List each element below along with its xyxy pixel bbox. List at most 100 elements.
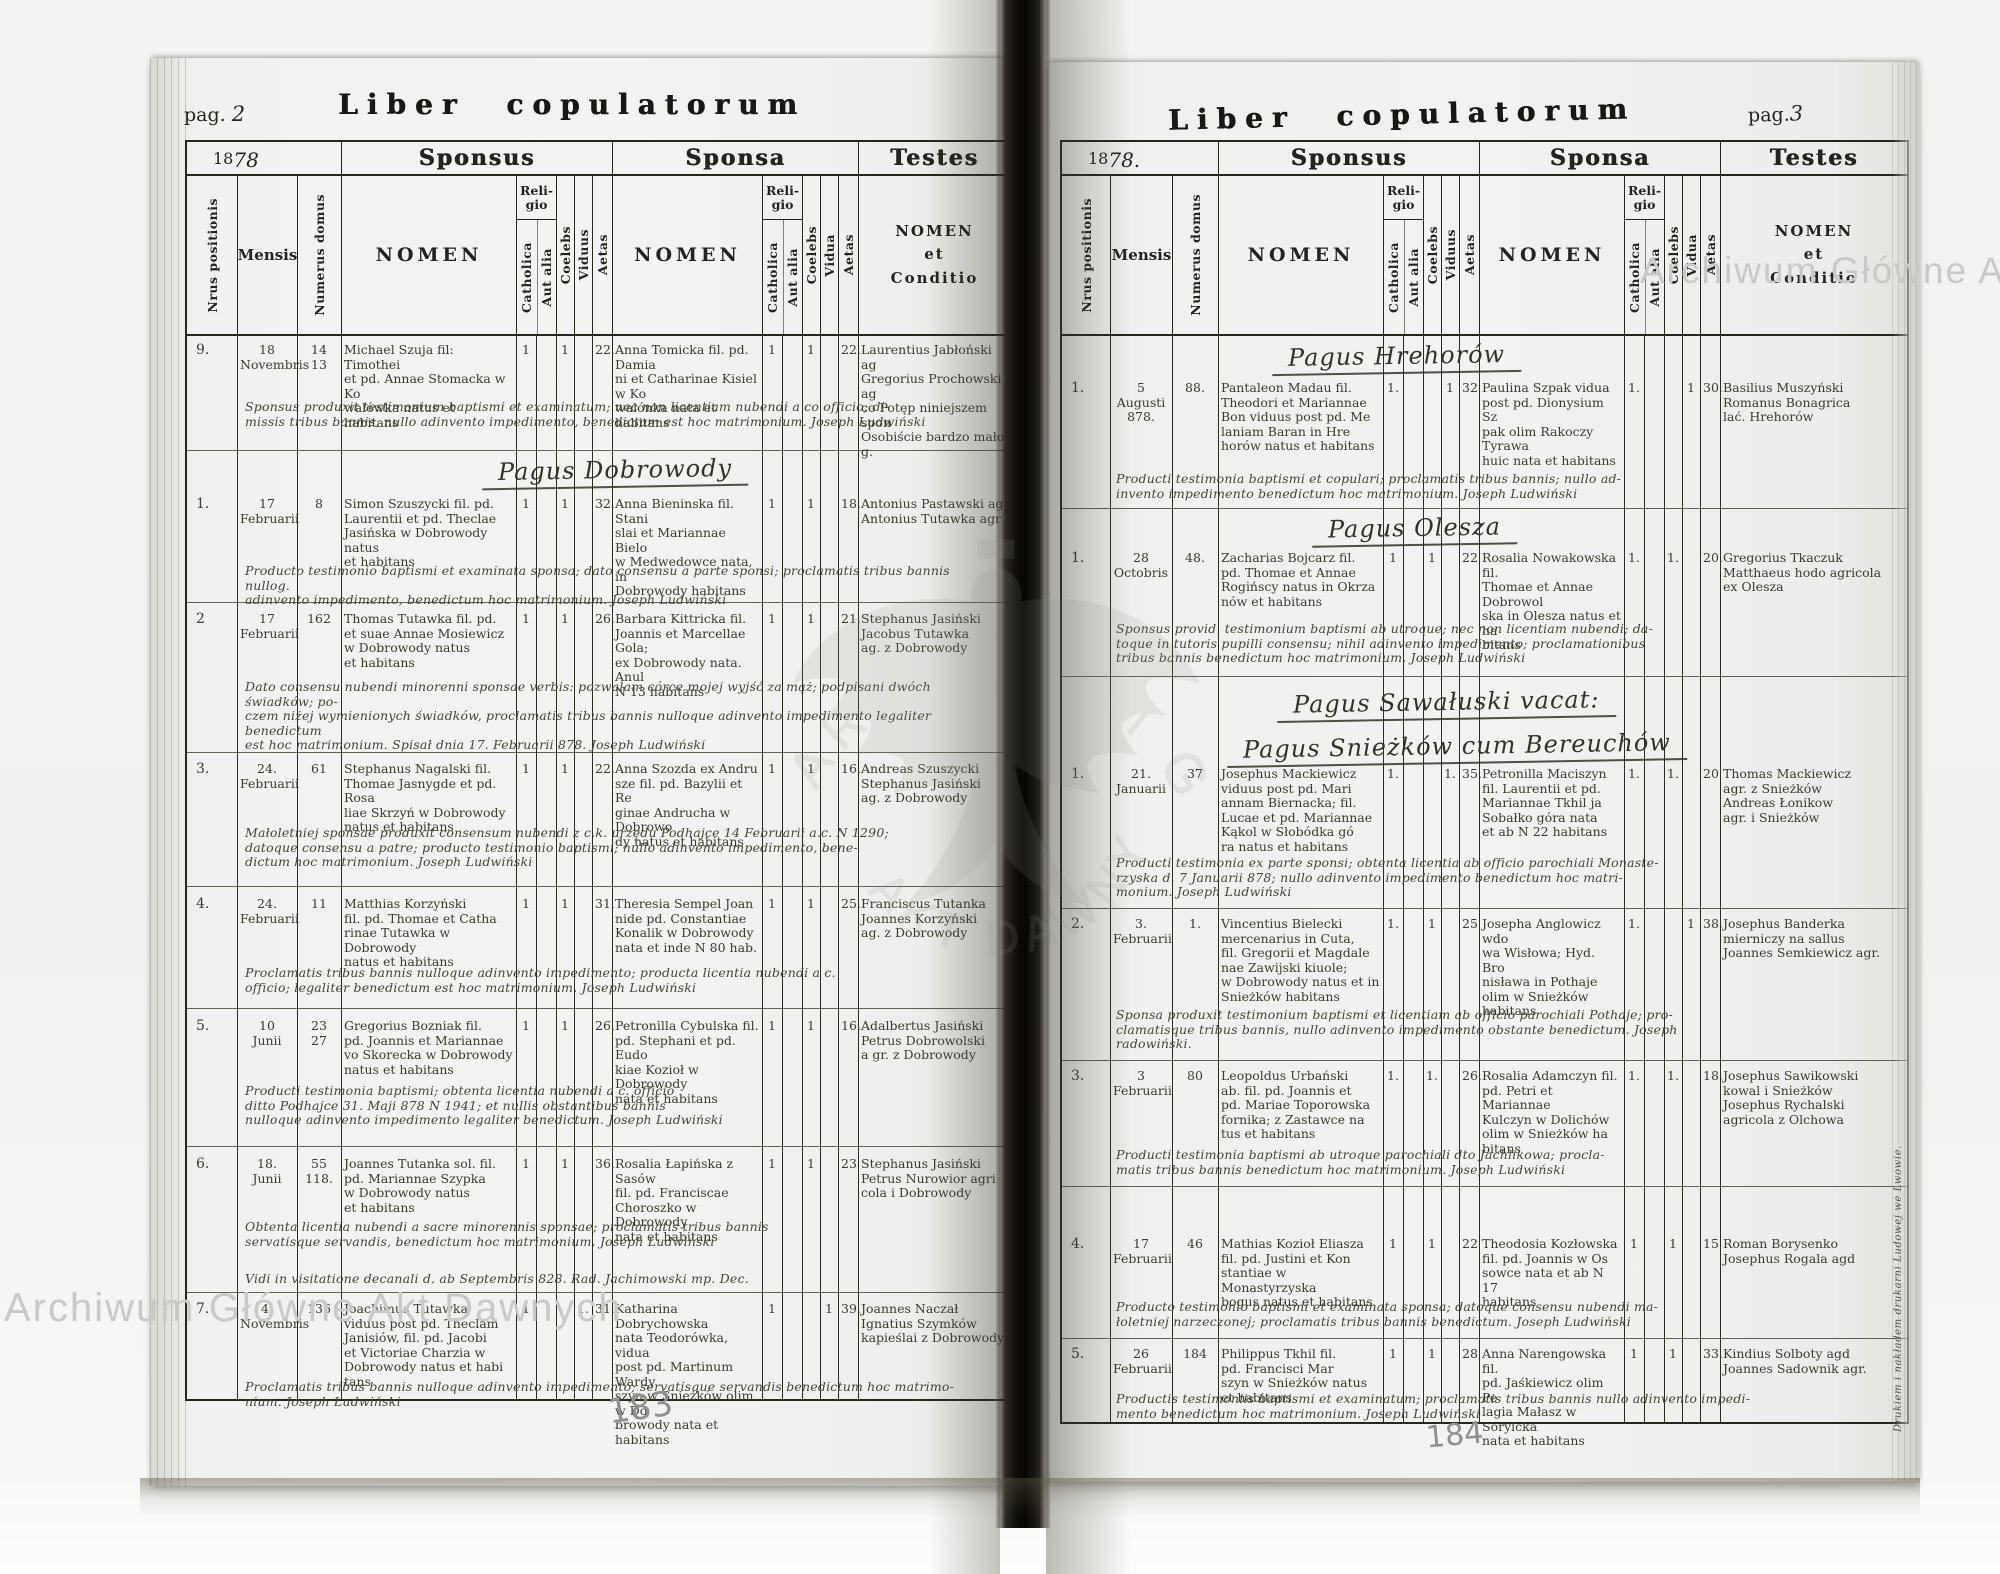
entry-domus: 136: [307, 1301, 331, 1316]
sponsa-aetas: 15: [1703, 1236, 1719, 1251]
entry-nr: 2: [196, 611, 205, 627]
book-binding: [996, 0, 1050, 1528]
entry-mensis: 18 Novembris: [240, 342, 310, 372]
entry-note: Dato consensu nubendi minorenni sponsae …: [245, 679, 932, 752]
sponsus-catholica: 1: [522, 761, 530, 776]
sponsa-coelebs: 1.: [1667, 766, 1679, 781]
sponsa-coelebs: 1: [807, 342, 815, 357]
sponsus-name: Joannes Tutanka sol. fil. pd. Mariannae …: [344, 1156, 496, 1215]
sponsus-aetas: 22.: [595, 342, 615, 357]
sponsa-vidua: [820, 896, 838, 971]
sponsa-aetas: 30.: [1703, 380, 1723, 395]
testes-names: Adalbertus Jasiński Petrus Dobrowolski a…: [861, 1018, 985, 1062]
sponsa-aetas: 33.: [1703, 1346, 1723, 1361]
col-aut-alia: Aut alia: [1647, 247, 1663, 307]
pagus-heading: Pagus Dobrowody: [481, 453, 749, 491]
sponsus-name: Leopoldus Urbański ab. fil. pd. Joannis …: [1221, 1068, 1371, 1141]
table-body-right: Pagus Hrehorów 1.5 Augusti 878.88.Pantal…: [1062, 336, 1907, 1448]
sponsa-header: Sponsa: [1479, 142, 1720, 174]
sponsus-name: Simon Szuszycki fil. pd. Laurentii et pd…: [344, 496, 497, 569]
religio-group-sponsa: Reli- gio Catholica Aut alia: [762, 176, 802, 334]
sponsa-catholica: 1.: [1628, 916, 1640, 931]
register-entry: 2.3. Februarii 1. Vincentius Bielecki merc…: [1062, 916, 1907, 1020]
sponsa-coelebs: 1: [807, 611, 815, 626]
sponsa-catholica: 1: [768, 761, 776, 776]
sponsus-catholica: 1: [522, 611, 530, 626]
religio-group-sponsus: Reli- gio Catholica Aut alia: [1383, 176, 1423, 334]
sponsus-aetas: 31.: [595, 1301, 615, 1316]
testes-names: Roman Borysenko Josephus Rogala agd: [1723, 1236, 1856, 1266]
col-catholica: Catholica: [765, 241, 781, 313]
entry-domus: 1.: [1189, 916, 1201, 931]
testes-header: Testes: [858, 142, 1010, 174]
gutter-shadow-left: [928, 0, 1000, 1574]
entry-domus: 46: [1187, 1236, 1203, 1251]
col-mensis: Mensis: [237, 176, 297, 334]
sponsa-name: Theodosia Kozłowska fil. pd. Joannis w O…: [1482, 1236, 1618, 1309]
col-vidua: Vidua: [1684, 233, 1699, 277]
entry-nr: 1.: [1062, 380, 1110, 469]
sponsa-name: Anna Tomicka fil. pd. Damia ni et Cathar…: [615, 342, 757, 430]
register-entry: 5.26 Februarii 184 Philippus Tkhil fil. pd…: [1062, 1346, 1907, 1450]
sponsa-catholica: 1: [768, 1018, 776, 1033]
col-religio: Reli- gio: [517, 176, 556, 220]
entry-note: Producti testimonia baptismi et copulari…: [1116, 471, 1622, 501]
entry-nr: 1.: [196, 496, 210, 512]
entry-nr: 2.: [1062, 916, 1110, 1020]
sponsus-catholica: 1.: [1387, 916, 1399, 931]
testes-names: Stephanus Jasiński Petrus Nurowior agri …: [861, 1156, 996, 1200]
sponsa-vidua: 1: [825, 1301, 833, 1316]
col-testes-nomen-et-conditio: NOMEN et Conditio: [858, 176, 1010, 334]
register-entry: 2 17 Februarii 162 Thomas Tutawka fil. pd. …: [187, 611, 1010, 700]
sponsa-aetas: 18.: [1703, 1068, 1723, 1083]
col-testes-nomen-et-conditio: NOMEN et Conditio: [1720, 176, 1907, 334]
sponsus-aetas: 31.: [595, 896, 615, 911]
sponsus-catholica: 1.: [1387, 380, 1399, 395]
sponsa-catholica: 1.: [1628, 550, 1640, 565]
sponsa-coelebs: 1.: [1667, 1068, 1679, 1083]
entry-domus: 8: [315, 496, 323, 511]
col-nomen-sponsus: NOMEN: [1218, 176, 1383, 334]
sponsus-aetas: 22: [1462, 550, 1478, 565]
entry-note: Producti testimonia ex parte sponsi; obt…: [1116, 855, 1659, 899]
sponsa-name: Anna Bieninska fil. Stani slai et Marian…: [615, 496, 753, 598]
testes-names: Gregorius Tkaczuk Matthaeus hodo agricol…: [1723, 550, 1882, 594]
sponsa-aetas: 39.: [841, 1301, 861, 1316]
sponsa-aetas: 18.: [841, 496, 861, 511]
sponsa-catholica: 1: [1630, 1236, 1638, 1251]
testes-names: Joannes Naczał Ignatius Szymków kapieśla…: [861, 1301, 1004, 1345]
pag-written: 3: [1789, 101, 1804, 126]
left-page: pag. 2 Liber copulatorum 18 78 Sponsus Sp…: [150, 58, 1012, 1486]
table-body-left: 9. 18 Novembris 14 13 Michael Szuja fil: Ti…: [187, 336, 1010, 1446]
sponsus-aetas: 28: [1462, 1346, 1478, 1361]
entry-note: Productis testimoniis baptismi et examin…: [1116, 1391, 1751, 1421]
sponsa-catholica: 1: [768, 896, 776, 911]
sponsa-coelebs: 1: [807, 896, 815, 911]
entry-note: Proclamatis tribus bannis nulloque adinv…: [245, 965, 836, 995]
sponsus-name: Mathias Kozioł Eliasza fil. pd. Justini …: [1221, 1236, 1373, 1309]
entry-mensis: 4. Novembris: [240, 1301, 310, 1331]
entry-mensis: 17 Februarii: [240, 611, 299, 641]
col-religio: Reli- gio: [1384, 176, 1423, 220]
entry-mensis: 28 Octobris: [1113, 550, 1169, 580]
sponsa-aetas: 22.: [841, 342, 861, 357]
sponsa-catholica: 1.: [1628, 1068, 1640, 1083]
sponsus-name: Gregorius Bozniak fil. pd. Joannis et Ma…: [344, 1018, 513, 1077]
sponsa-catholica: 1: [768, 611, 776, 626]
sponsa-catholica: 1: [768, 342, 776, 357]
sponsa-coelebs: [1664, 916, 1682, 1020]
entry-mensis: 3. Februarii: [1113, 916, 1172, 946]
entry-note: Producto testimonio baptismi et examinat…: [1116, 1299, 1659, 1329]
entry-note: Obtenta licentia nubendi a sacre minoren…: [245, 1219, 769, 1249]
sponsa-coelebs: [802, 1301, 820, 1448]
entry-domus: 55 118.: [305, 1156, 333, 1186]
testes-names: Josephus Sawikowski kowal i Snieżków Jos…: [1723, 1068, 1859, 1127]
entry-note: Małoletniej sponsae produxit consensum n…: [245, 825, 889, 869]
sponsus-coelebs: 1: [1428, 1346, 1436, 1361]
entry-nr: 5.: [1062, 1346, 1110, 1450]
sponsa-name: Petronilla Cybulska fil. pd. Stephani et…: [615, 1018, 759, 1106]
col-aut-alia: Aut alia: [785, 247, 801, 307]
gutter-shadow-right: [1046, 0, 1132, 1574]
page-number-label: pag.3: [1748, 101, 1804, 126]
testes-names: Andreas Szuszycki Stephanus Jasiński ag.…: [861, 761, 981, 805]
